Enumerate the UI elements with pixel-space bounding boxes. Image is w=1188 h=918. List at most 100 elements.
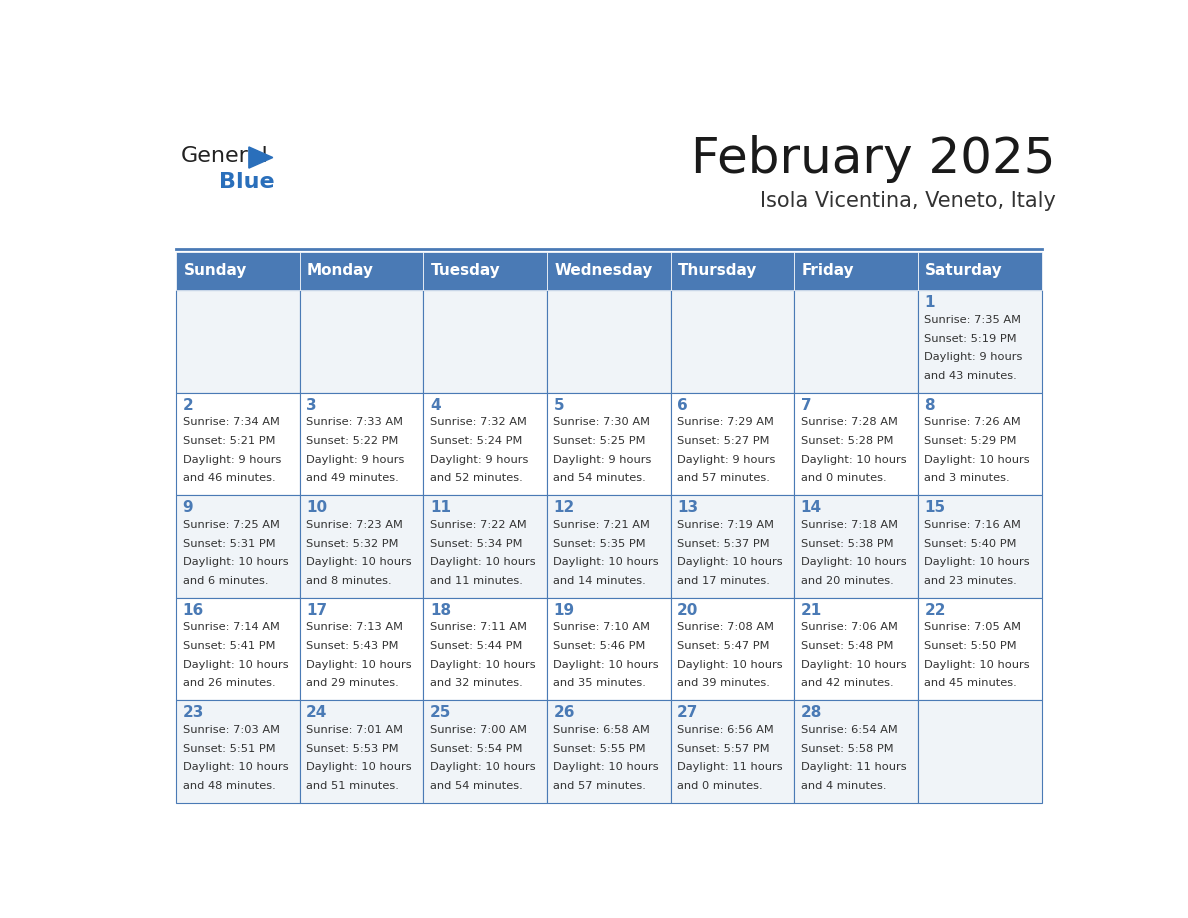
Text: and 11 minutes.: and 11 minutes. bbox=[430, 576, 523, 586]
Text: Sunrise: 7:34 AM: Sunrise: 7:34 AM bbox=[183, 418, 279, 428]
Text: Sunrise: 7:23 AM: Sunrise: 7:23 AM bbox=[307, 520, 403, 530]
Text: Sunset: 5:50 PM: Sunset: 5:50 PM bbox=[924, 641, 1017, 651]
Text: Sunset: 5:58 PM: Sunset: 5:58 PM bbox=[801, 744, 893, 754]
Text: Sunrise: 6:56 AM: Sunrise: 6:56 AM bbox=[677, 725, 773, 735]
Text: Isola Vicentina, Veneto, Italy: Isola Vicentina, Veneto, Italy bbox=[759, 192, 1055, 211]
Text: Sunrise: 7:22 AM: Sunrise: 7:22 AM bbox=[430, 520, 526, 530]
Text: Sunrise: 7:33 AM: Sunrise: 7:33 AM bbox=[307, 418, 403, 428]
Text: Sunset: 5:47 PM: Sunset: 5:47 PM bbox=[677, 641, 770, 651]
Text: Sunrise: 6:54 AM: Sunrise: 6:54 AM bbox=[801, 725, 897, 735]
Text: and 39 minutes.: and 39 minutes. bbox=[677, 678, 770, 688]
Bar bbox=[299, 290, 423, 393]
Bar bbox=[176, 290, 299, 393]
Text: Sunset: 5:41 PM: Sunset: 5:41 PM bbox=[183, 641, 276, 651]
Text: and 0 minutes.: and 0 minutes. bbox=[801, 474, 886, 483]
Text: Daylight: 10 hours: Daylight: 10 hours bbox=[430, 762, 536, 772]
Text: Sunset: 5:29 PM: Sunset: 5:29 PM bbox=[924, 436, 1017, 446]
Text: Daylight: 10 hours: Daylight: 10 hours bbox=[183, 557, 289, 567]
Text: Sunrise: 7:08 AM: Sunrise: 7:08 AM bbox=[677, 622, 775, 633]
Text: Daylight: 10 hours: Daylight: 10 hours bbox=[554, 660, 659, 669]
Text: Daylight: 10 hours: Daylight: 10 hours bbox=[801, 660, 906, 669]
Bar bbox=[795, 252, 918, 290]
Text: Sunset: 5:28 PM: Sunset: 5:28 PM bbox=[801, 436, 893, 446]
Text: Sunset: 5:27 PM: Sunset: 5:27 PM bbox=[677, 436, 770, 446]
Text: Sunday: Sunday bbox=[183, 263, 247, 278]
Text: 15: 15 bbox=[924, 500, 946, 515]
Bar bbox=[671, 290, 795, 393]
Bar bbox=[795, 393, 918, 496]
Text: Daylight: 11 hours: Daylight: 11 hours bbox=[801, 762, 906, 772]
Text: Sunrise: 6:58 AM: Sunrise: 6:58 AM bbox=[554, 725, 650, 735]
Bar bbox=[918, 700, 1042, 803]
Text: and 42 minutes.: and 42 minutes. bbox=[801, 678, 893, 688]
Text: 19: 19 bbox=[554, 603, 575, 618]
Text: Sunset: 5:38 PM: Sunset: 5:38 PM bbox=[801, 539, 893, 549]
Bar bbox=[918, 290, 1042, 393]
Bar bbox=[795, 598, 918, 700]
Text: Sunrise: 7:26 AM: Sunrise: 7:26 AM bbox=[924, 418, 1022, 428]
Bar bbox=[546, 393, 671, 496]
Text: Sunrise: 7:18 AM: Sunrise: 7:18 AM bbox=[801, 520, 898, 530]
Text: Daylight: 10 hours: Daylight: 10 hours bbox=[924, 660, 1030, 669]
Bar bbox=[918, 598, 1042, 700]
Text: Blue: Blue bbox=[220, 173, 274, 193]
Text: and 35 minutes.: and 35 minutes. bbox=[554, 678, 646, 688]
Bar bbox=[176, 598, 299, 700]
Text: 21: 21 bbox=[801, 603, 822, 618]
Text: Sunset: 5:31 PM: Sunset: 5:31 PM bbox=[183, 539, 276, 549]
Text: and 49 minutes.: and 49 minutes. bbox=[307, 474, 399, 483]
Text: and 6 minutes.: and 6 minutes. bbox=[183, 576, 268, 586]
Text: Daylight: 10 hours: Daylight: 10 hours bbox=[430, 660, 536, 669]
Text: and 52 minutes.: and 52 minutes. bbox=[430, 474, 523, 483]
Text: General: General bbox=[181, 145, 268, 165]
Bar bbox=[299, 252, 423, 290]
Text: Sunset: 5:37 PM: Sunset: 5:37 PM bbox=[677, 539, 770, 549]
Text: Daylight: 10 hours: Daylight: 10 hours bbox=[554, 557, 659, 567]
Bar bbox=[795, 496, 918, 598]
Text: and 8 minutes.: and 8 minutes. bbox=[307, 576, 392, 586]
Text: 10: 10 bbox=[307, 500, 328, 515]
Text: Daylight: 10 hours: Daylight: 10 hours bbox=[307, 660, 412, 669]
Text: 11: 11 bbox=[430, 500, 450, 515]
Bar bbox=[423, 496, 546, 598]
Text: and 45 minutes.: and 45 minutes. bbox=[924, 678, 1017, 688]
Text: Sunset: 5:51 PM: Sunset: 5:51 PM bbox=[183, 744, 276, 754]
Text: and 57 minutes.: and 57 minutes. bbox=[677, 474, 770, 483]
Text: Sunset: 5:21 PM: Sunset: 5:21 PM bbox=[183, 436, 276, 446]
Text: Sunset: 5:22 PM: Sunset: 5:22 PM bbox=[307, 436, 399, 446]
Text: Sunrise: 7:01 AM: Sunrise: 7:01 AM bbox=[307, 725, 403, 735]
Polygon shape bbox=[248, 147, 273, 168]
Text: Daylight: 10 hours: Daylight: 10 hours bbox=[307, 557, 412, 567]
Text: and 23 minutes.: and 23 minutes. bbox=[924, 576, 1017, 586]
Text: Daylight: 9 hours: Daylight: 9 hours bbox=[183, 454, 280, 465]
Text: Sunrise: 7:00 AM: Sunrise: 7:00 AM bbox=[430, 725, 526, 735]
Text: February 2025: February 2025 bbox=[691, 135, 1055, 183]
Text: and 48 minutes.: and 48 minutes. bbox=[183, 781, 276, 790]
Text: Sunrise: 7:19 AM: Sunrise: 7:19 AM bbox=[677, 520, 775, 530]
Text: Daylight: 10 hours: Daylight: 10 hours bbox=[801, 454, 906, 465]
Text: Sunrise: 7:14 AM: Sunrise: 7:14 AM bbox=[183, 622, 279, 633]
Text: 3: 3 bbox=[307, 397, 317, 413]
Bar bbox=[176, 700, 299, 803]
Text: Sunrise: 7:13 AM: Sunrise: 7:13 AM bbox=[307, 622, 403, 633]
Text: Daylight: 9 hours: Daylight: 9 hours bbox=[430, 454, 529, 465]
Text: Sunrise: 7:03 AM: Sunrise: 7:03 AM bbox=[183, 725, 279, 735]
Text: Sunrise: 7:29 AM: Sunrise: 7:29 AM bbox=[677, 418, 775, 428]
Bar bbox=[423, 700, 546, 803]
Text: Sunrise: 7:28 AM: Sunrise: 7:28 AM bbox=[801, 418, 898, 428]
Text: and 51 minutes.: and 51 minutes. bbox=[307, 781, 399, 790]
Text: Daylight: 10 hours: Daylight: 10 hours bbox=[554, 762, 659, 772]
Text: 26: 26 bbox=[554, 705, 575, 721]
Text: 25: 25 bbox=[430, 705, 451, 721]
Text: Sunrise: 7:10 AM: Sunrise: 7:10 AM bbox=[554, 622, 651, 633]
Text: 4: 4 bbox=[430, 397, 441, 413]
Text: Sunset: 5:44 PM: Sunset: 5:44 PM bbox=[430, 641, 523, 651]
Text: 23: 23 bbox=[183, 705, 204, 721]
Text: Sunset: 5:35 PM: Sunset: 5:35 PM bbox=[554, 539, 646, 549]
Text: and 0 minutes.: and 0 minutes. bbox=[677, 781, 763, 790]
Text: and 3 minutes.: and 3 minutes. bbox=[924, 474, 1010, 483]
Text: Daylight: 10 hours: Daylight: 10 hours bbox=[801, 557, 906, 567]
Text: 27: 27 bbox=[677, 705, 699, 721]
Text: 12: 12 bbox=[554, 500, 575, 515]
Bar bbox=[299, 700, 423, 803]
